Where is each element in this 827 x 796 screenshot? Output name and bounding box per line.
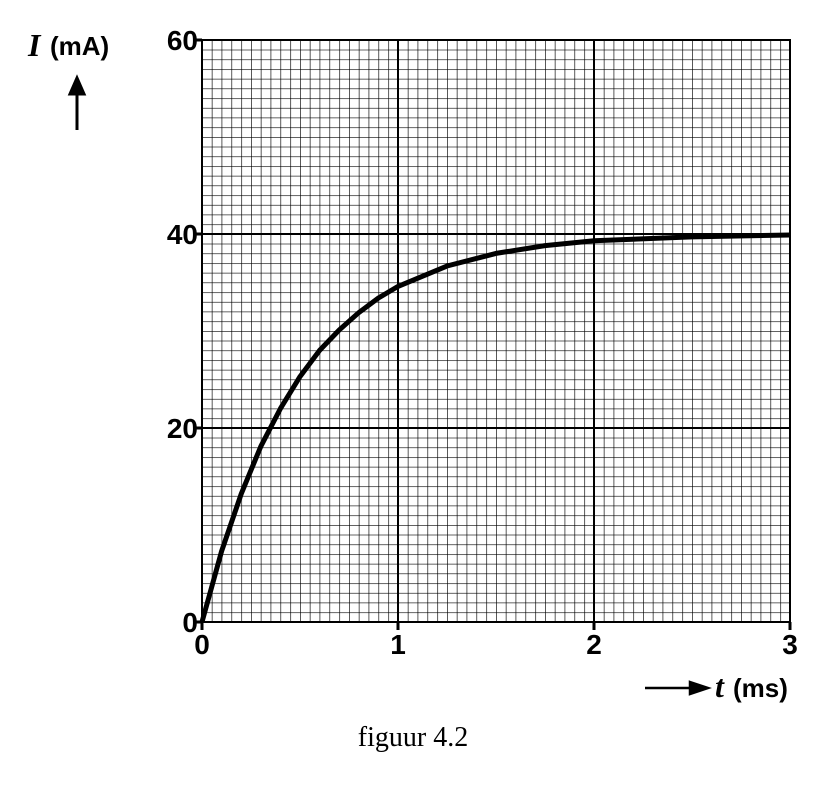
y-tick-label: 20 (167, 413, 198, 444)
y-arrow (67, 74, 87, 130)
y-tick-label: 0 (182, 607, 198, 638)
x-tick-label: 0 (194, 629, 210, 660)
y-tick-label: 60 (167, 25, 198, 56)
x-axis-unit: (ms) (733, 673, 788, 703)
caption: figuur 4.2 (358, 722, 468, 753)
y-axis-unit: (mA) (50, 31, 109, 61)
fine-grid (201, 39, 791, 623)
y-tick-label: 40 (167, 219, 198, 250)
x-tick-label: 3 (782, 629, 798, 660)
x-axis-symbol: t (715, 668, 725, 704)
x-arrow (645, 680, 712, 696)
x-tick-label: 2 (586, 629, 602, 660)
curve (199, 232, 791, 623)
y-axis-symbol: I (27, 27, 42, 63)
x-tick-label: 1 (390, 629, 406, 660)
